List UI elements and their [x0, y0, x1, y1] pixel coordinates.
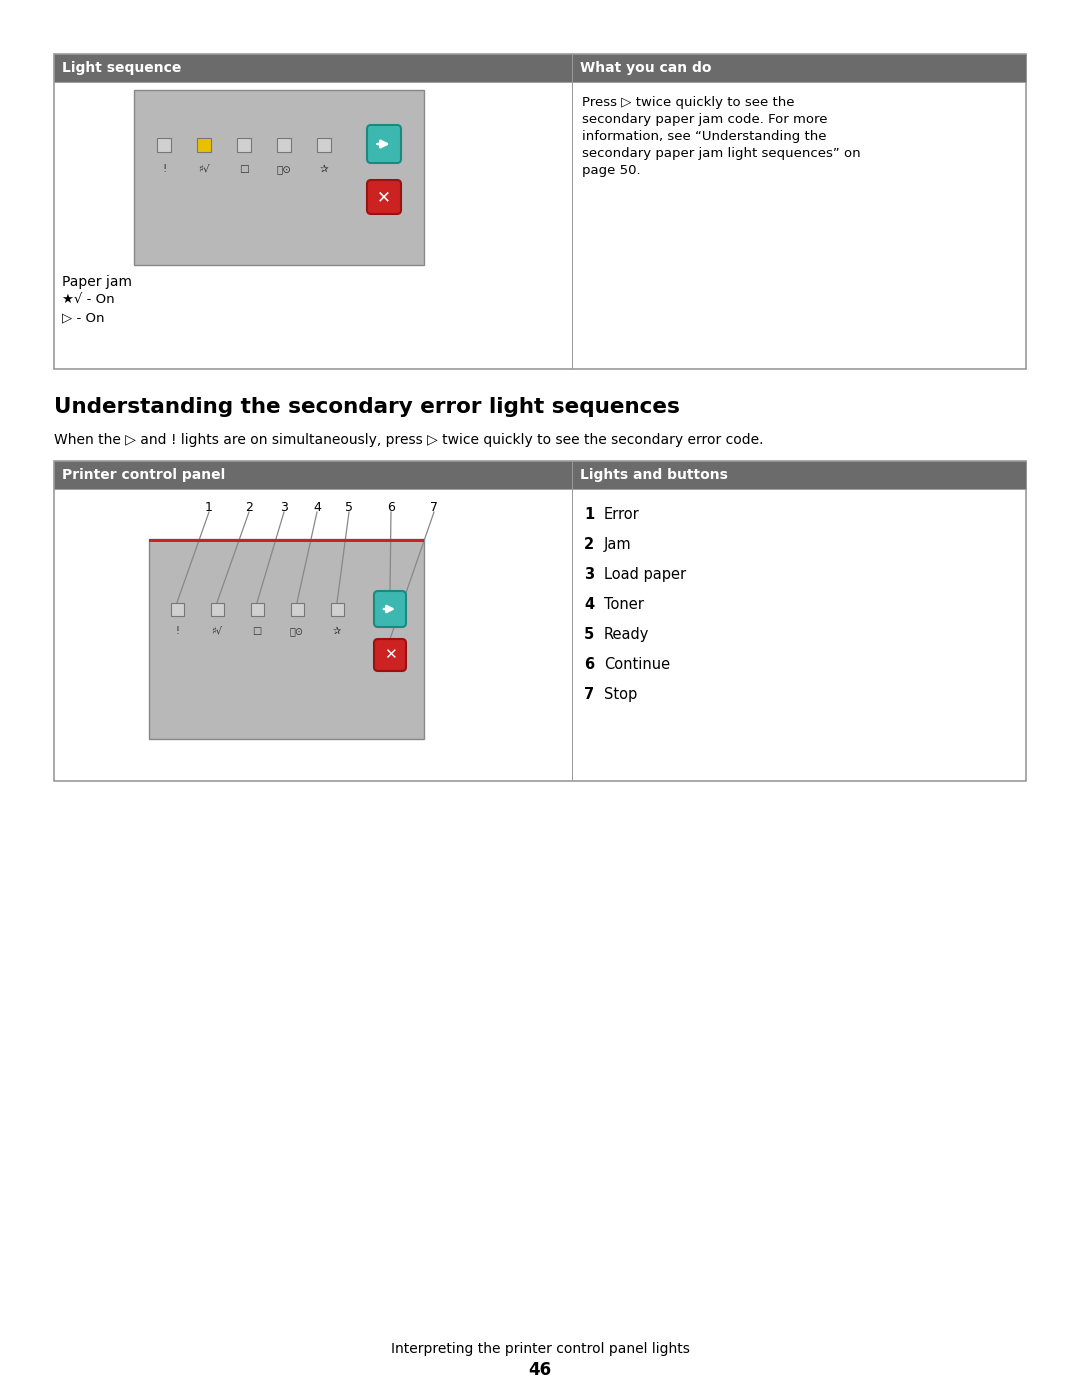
- Text: Understanding the secondary error light sequences: Understanding the secondary error light …: [54, 397, 680, 416]
- Bar: [54, 54, 1026, 369]
- Bar: [54, 54, 572, 82]
- Bar: [171, 602, 184, 616]
- Bar: [54, 461, 572, 489]
- Text: Toner: Toner: [604, 597, 644, 612]
- Text: Paper jam: Paper jam: [62, 275, 132, 289]
- Text: 5: 5: [584, 627, 594, 643]
- Text: ★√ - On: ★√ - On: [62, 293, 114, 306]
- Text: 3: 3: [280, 502, 288, 514]
- FancyBboxPatch shape: [367, 180, 401, 214]
- Text: 3: 3: [584, 567, 594, 583]
- Text: 4: 4: [313, 502, 321, 514]
- Bar: [54, 461, 1026, 781]
- Text: 7: 7: [584, 687, 594, 703]
- Text: !: !: [162, 163, 166, 175]
- Text: 6: 6: [584, 657, 594, 672]
- Text: 2: 2: [245, 502, 253, 514]
- Text: ✕: ✕: [377, 189, 391, 205]
- Bar: [149, 539, 424, 739]
- Text: Error: Error: [604, 507, 639, 522]
- Bar: [157, 138, 171, 152]
- Text: ⦻⊙: ⦻⊙: [276, 163, 292, 175]
- Bar: [276, 138, 291, 152]
- Text: !: !: [175, 626, 179, 636]
- Text: secondary paper jam light sequences” on: secondary paper jam light sequences” on: [582, 147, 861, 161]
- Text: Jam: Jam: [604, 536, 632, 552]
- Text: page 50.: page 50.: [582, 163, 640, 177]
- Text: □: □: [239, 163, 248, 175]
- Text: When the ▷ and ! lights are on simultaneously, press ▷ twice quickly to see the : When the ▷ and ! lights are on simultane…: [54, 433, 764, 447]
- FancyBboxPatch shape: [374, 638, 406, 671]
- Bar: [237, 138, 251, 152]
- Text: 2: 2: [584, 536, 594, 552]
- Text: Light sequence: Light sequence: [62, 61, 181, 75]
- Text: ♯√: ♯√: [212, 626, 222, 636]
- Text: ♯√: ♯√: [199, 163, 210, 175]
- Bar: [197, 138, 211, 152]
- Text: 46: 46: [528, 1361, 552, 1379]
- Text: Interpreting the printer control panel lights: Interpreting the printer control panel l…: [391, 1343, 689, 1356]
- Bar: [572, 54, 1026, 82]
- Text: secondary paper jam code. For more: secondary paper jam code. For more: [582, 113, 827, 126]
- Text: Load paper: Load paper: [604, 567, 686, 583]
- FancyBboxPatch shape: [374, 591, 406, 627]
- Bar: [318, 138, 330, 152]
- Text: 4: 4: [584, 597, 594, 612]
- Text: ⦻⊙: ⦻⊙: [291, 626, 303, 636]
- Text: ✰: ✰: [333, 626, 341, 636]
- Text: ✕: ✕: [383, 647, 396, 662]
- Text: 1: 1: [205, 502, 213, 514]
- Text: ✰: ✰: [320, 163, 328, 175]
- Text: Stop: Stop: [604, 687, 637, 703]
- Bar: [134, 89, 424, 265]
- Text: 6: 6: [387, 502, 395, 514]
- Text: 5: 5: [345, 502, 353, 514]
- Text: Press ▷ twice quickly to see the: Press ▷ twice quickly to see the: [582, 96, 795, 109]
- Text: □: □: [253, 626, 261, 636]
- Text: Ready: Ready: [604, 627, 649, 643]
- FancyBboxPatch shape: [367, 124, 401, 163]
- Text: 7: 7: [430, 502, 438, 514]
- Bar: [211, 602, 224, 616]
- Bar: [291, 602, 303, 616]
- Bar: [149, 539, 424, 542]
- Bar: [330, 602, 343, 616]
- Text: Printer control panel: Printer control panel: [62, 468, 226, 482]
- Text: ▷ - On: ▷ - On: [62, 312, 105, 324]
- Text: Continue: Continue: [604, 657, 670, 672]
- Text: 1: 1: [584, 507, 594, 522]
- Text: information, see “Understanding the: information, see “Understanding the: [582, 130, 826, 142]
- Bar: [251, 602, 264, 616]
- Text: Lights and buttons: Lights and buttons: [580, 468, 728, 482]
- Text: What you can do: What you can do: [580, 61, 712, 75]
- Bar: [572, 461, 1026, 489]
